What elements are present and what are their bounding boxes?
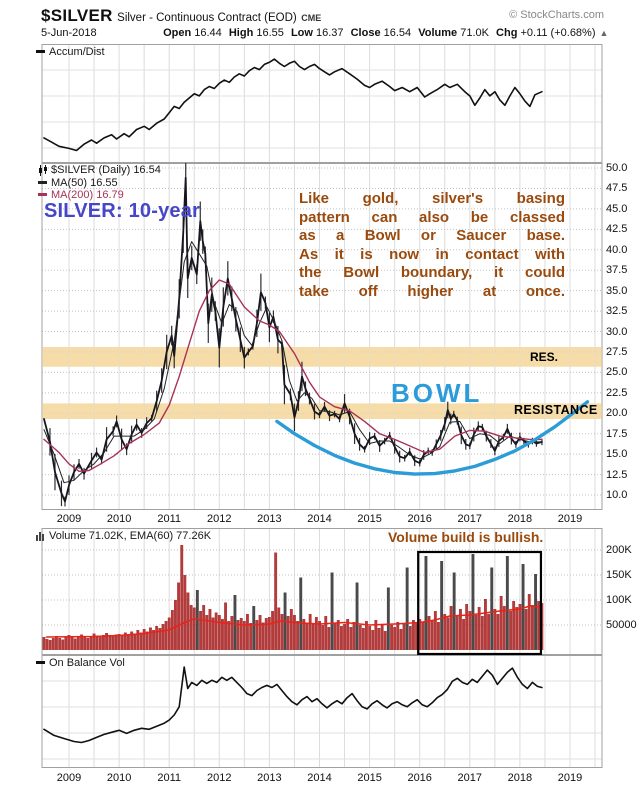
x-axis-year: 2019: [557, 772, 583, 784]
volume-legend: Volume 71.02K, EMA(60) 77.26K: [36, 530, 211, 542]
volume-annotation: Volume build is bullish.: [388, 529, 544, 545]
histogram-icon: [36, 531, 46, 542]
x-axis-year: 2018: [507, 513, 533, 525]
open-value: 16.44: [194, 27, 222, 39]
x-axis-year: 2012: [207, 772, 232, 784]
quote-date: 5-Jun-2018: [41, 27, 97, 39]
main-y-tick: 15.0: [606, 448, 628, 461]
resistance-annotation: RESISTANCE: [514, 403, 598, 417]
main-legend-ma50: MA(50) 16.55: [38, 177, 118, 189]
main-y-tick: 50.0: [606, 162, 628, 174]
main-y-tick: 20.0: [606, 407, 628, 420]
low-value: 16.37: [316, 27, 344, 39]
ma200-legend-text: MA(200) 16.79: [51, 189, 124, 201]
res-annotation: RES.: [530, 350, 559, 364]
x-axis-year: 2019: [557, 513, 583, 525]
low-label: Low: [290, 27, 313, 39]
x-axis-year: 2012: [207, 513, 232, 525]
open-label: Open: [163, 27, 192, 39]
exchange-label: CME: [301, 13, 322, 23]
x-axis-year: 2010: [106, 513, 132, 525]
volume-legend-text: Volume 71.02K, EMA(60) 77.26K: [49, 530, 212, 542]
line-swatch-icon: [36, 660, 45, 664]
volume-panel: [41, 528, 603, 655]
x-axis-year: 2009: [56, 513, 82, 525]
main-y-tick: 37.5: [606, 264, 628, 277]
chart-header: $SILVER Silver - Continuous Contract (EO…: [41, 6, 321, 26]
volume-y-tick: 200K: [606, 544, 632, 556]
accum-legend-text: Accum/Dist: [49, 46, 105, 58]
obv-legend-text: On Balance Vol: [49, 657, 125, 669]
x-axis-year: 2011: [157, 513, 182, 525]
accum-dist-panel: [41, 44, 603, 163]
main-annotation: Like gold, silver's basing pattern can a…: [299, 190, 565, 302]
x-axis-year: 2010: [106, 772, 132, 784]
x-axis-year: 2009: [56, 772, 82, 784]
main-y-tick: 25.0: [606, 366, 628, 379]
main-y-tick: 12.5: [606, 468, 628, 481]
main-y-tick: 42.5: [606, 223, 628, 236]
annotation-line: as a Bowl or Saucer base.: [299, 227, 565, 245]
main-legend-symbol: $SILVER (Daily) 16.54: [38, 164, 161, 176]
x-axis-year: 2014: [307, 513, 332, 525]
annotation-line: Like gold, silver's basing: [299, 190, 565, 207]
chg-value: +0.11 (+0.68%): [520, 27, 596, 39]
volume-label: Volume: [418, 27, 458, 39]
ticker-symbol: $SILVER: [41, 6, 113, 25]
x-axis-year: 2013: [257, 513, 282, 525]
bowl-annotation: BOWL: [391, 378, 483, 408]
main-y-tick: 45.0: [606, 202, 628, 215]
x-axis-year: 2017: [457, 772, 483, 784]
x-axis-year: 2017: [457, 513, 483, 525]
instrument-name: Silver - Continuous Contract (EOD): [117, 12, 297, 24]
x-axis-year: 2016: [407, 772, 432, 784]
volume-y-tick: 50000: [606, 619, 637, 631]
ma200-swatch-icon: [38, 192, 47, 196]
x-axis-year: 2016: [407, 513, 432, 525]
volume-y-tick: 150K: [606, 569, 632, 581]
close-value: 16.54: [383, 27, 412, 39]
main-legend-ma200: MA(200) 16.79: [38, 189, 124, 201]
high-value: 16.55: [256, 27, 284, 39]
x-axis-year: 2013: [257, 772, 282, 784]
quote-line: 5-Jun-2018 Open 16.44 High 16.55 Low 16.…: [41, 27, 612, 39]
main-y-tick: 32.5: [606, 305, 628, 318]
close-label: Close: [350, 27, 381, 39]
line-swatch-icon: [36, 49, 45, 53]
chg-up-arrow-icon: ▲: [599, 28, 609, 38]
volume-value: 71.0K: [460, 27, 489, 39]
x-axis-year: 2018: [507, 772, 533, 784]
obv-panel: [41, 655, 603, 768]
chg-label: Chg: [496, 27, 518, 39]
annotation-line: pattern can also be classed: [299, 208, 565, 226]
annotation-line: take off higher at once.: [299, 282, 565, 300]
chart-title-overlay: SILVER: 10-year: [44, 200, 201, 222]
x-axis-year: 2011: [157, 772, 182, 784]
main-legend-symbol-text: $SILVER (Daily) 16.54: [51, 164, 161, 176]
main-y-tick: 17.5: [606, 427, 628, 440]
high-label: High: [228, 27, 254, 39]
main-y-tick: 35.0: [606, 284, 628, 297]
ma50-swatch-icon: [38, 180, 47, 184]
main-price-panel: [41, 163, 603, 510]
main-y-tick: 30.0: [606, 325, 628, 338]
obv-legend: On Balance Vol: [36, 657, 125, 669]
x-axis-year: 2015: [357, 772, 382, 784]
x-axis-year: 2014: [307, 772, 332, 784]
main-y-tick: 22.5: [606, 386, 628, 399]
main-y-tick: 27.5: [606, 345, 628, 358]
accum-legend: Accum/Dist: [36, 46, 105, 58]
candlestick-icon: [38, 164, 48, 176]
x-axis-year: 2015: [357, 513, 382, 525]
ma50-legend-text: MA(50) 16.55: [51, 177, 118, 189]
main-y-tick: 40.0: [606, 243, 628, 256]
main-y-tick: 10.0: [606, 489, 628, 501]
annotation-line: the Bowl boundary, it could: [299, 264, 565, 282]
copyright: © StockCharts.com: [509, 9, 604, 21]
annotation-line: As it is now in contact with: [299, 245, 565, 263]
main-y-tick: 47.5: [606, 182, 628, 195]
volume-y-tick: 100K: [606, 594, 632, 606]
